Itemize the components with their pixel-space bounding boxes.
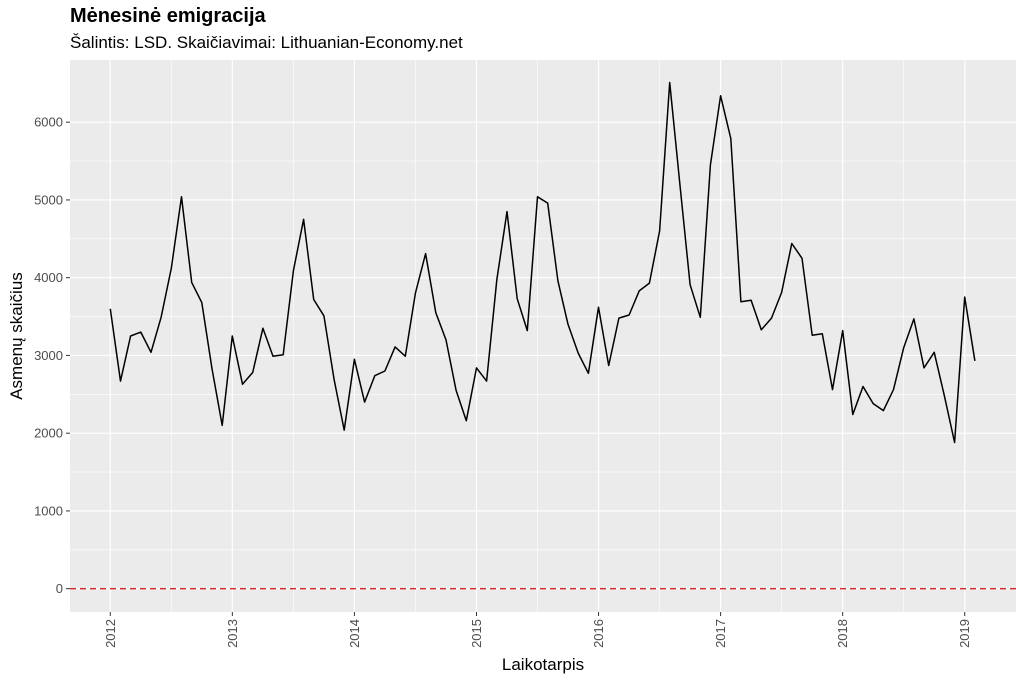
x-tick-label: 2015: [469, 619, 484, 648]
chart-subtitle: Šalintis: LSD. Skaičiavimai: Lithuanian-…: [70, 33, 463, 52]
plot-panel: [70, 60, 1016, 612]
y-tick-label: 1000: [34, 503, 63, 518]
x-tick-label: 2012: [103, 619, 118, 648]
y-tick-label: 4000: [34, 270, 63, 285]
x-tick-label: 2014: [347, 619, 362, 648]
y-tick-label: 3000: [34, 348, 63, 363]
x-tick-label: 2013: [225, 619, 240, 648]
y-tick-label: 5000: [34, 192, 63, 207]
grid-minor: [70, 60, 1016, 612]
y-axis-title: Asmenų skaičius: [7, 272, 26, 400]
y-tick-label: 2000: [34, 426, 63, 441]
series-line: [109, 81, 976, 444]
chart-title: Mėnesinė emigracija: [70, 5, 266, 27]
y-tick-label: 0: [56, 581, 63, 596]
y-tick-label: 6000: [34, 115, 63, 130]
x-tick-label: 2017: [713, 619, 728, 648]
x-tick-label: 2016: [591, 619, 606, 648]
x-tick-label: 2019: [957, 619, 972, 648]
y-axis: 0 1000 2000 3000 4000 5000 6000: [34, 115, 70, 596]
x-tick-label: 2018: [835, 619, 850, 648]
x-axis: 2012 2013 2014 2015 2016 2017 2018 2019: [103, 612, 972, 648]
x-axis-title: Laikotarpis: [502, 655, 584, 674]
